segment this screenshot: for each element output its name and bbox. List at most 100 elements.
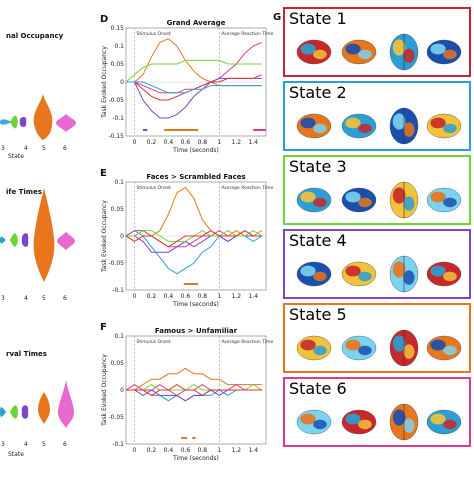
reaction-time-label: Average Reaction Time: [221, 185, 273, 191]
chart-title: Grand Average: [167, 19, 226, 27]
violin-state-4b: [21, 405, 29, 419]
violin-state-4b: [19, 117, 27, 127]
panel-g: G State 1 State 2 State 3 State 4 State 5 Sta…: [273, 7, 471, 447]
brain-region: [300, 43, 316, 55]
panel-letter-d: D: [100, 14, 108, 25]
tick-4: 4: [24, 441, 28, 448]
brain-region: [345, 265, 361, 277]
violin-state-6: [57, 232, 75, 250]
brain-view-1: [296, 261, 332, 287]
brain-region: [345, 117, 361, 129]
brain-region: [403, 48, 415, 63]
x-tick-label: 1.2: [232, 139, 242, 146]
y-axis-label: Task Evoked Occupancy: [101, 354, 108, 427]
x-tick-label: 0.2: [147, 139, 157, 146]
brain-region: [300, 265, 316, 277]
violin-state-4: [10, 405, 18, 419]
reaction-time-label: Average Reaction Time: [221, 31, 273, 37]
tick-5: 5: [42, 145, 46, 152]
y-axis-label: Task Evoked Occupancy: [101, 46, 108, 119]
x-tick-label: 1.2: [232, 447, 242, 454]
y-tick-label: 0.05: [111, 206, 125, 213]
panel-letter-f: F: [100, 322, 107, 333]
x-tick-label: 0.4: [164, 447, 174, 454]
y-tick-label: 0.1: [114, 179, 124, 186]
violin-state-5: [38, 392, 50, 424]
brain-view-2: [341, 39, 377, 65]
brain-view-1: [296, 335, 332, 361]
x-tick-label: 0.8: [198, 293, 208, 300]
state-label: State 3: [289, 157, 347, 176]
brain-view-4: [426, 187, 462, 213]
brain-region: [313, 419, 327, 430]
brain-region: [313, 123, 327, 134]
y-tick-label: -0.15: [108, 133, 124, 140]
brain-region: [358, 197, 372, 208]
brain-view-1: [296, 113, 332, 139]
brain-region: [358, 271, 372, 282]
brain-view-2: [341, 335, 377, 361]
brain-region: [300, 339, 316, 351]
series-line-6: [126, 384, 262, 396]
brain-region: [392, 113, 406, 130]
brain-region: [443, 271, 457, 282]
brain-region: [345, 191, 361, 203]
violin-state-3: [0, 119, 12, 125]
x-tick-label: 0.2: [147, 293, 157, 300]
series-line-6: [125, 230, 262, 248]
violins-interval-times: [0, 380, 74, 428]
x-tick-label: 1: [217, 293, 221, 300]
series-line-1: [126, 186, 263, 237]
x-tick-label: 1.4: [248, 447, 258, 454]
series-line-4: [126, 77, 262, 119]
stimulus-onset-label: Stimulus Onset: [136, 185, 170, 191]
brain-region: [443, 345, 457, 356]
violin-state-3: [0, 407, 6, 417]
tick-4: 4: [24, 145, 28, 152]
x-tick-label: 1.4: [248, 139, 258, 146]
x-tick-label: 0.6: [181, 293, 191, 300]
violin-state-6: [58, 380, 74, 428]
brain-region: [345, 339, 361, 351]
series-line-3: [126, 235, 262, 253]
brain-region: [403, 196, 415, 211]
left-column: nal Occupancy ife Times rval Times 3 4 5…: [0, 32, 76, 458]
y-tick-label: 0.1: [114, 333, 124, 340]
brain-region: [358, 345, 372, 356]
state-label: State 4: [289, 231, 347, 250]
y-tick-label: 0: [120, 79, 124, 86]
state-label: State 2: [289, 83, 347, 102]
y-tick-label: 0.1: [114, 43, 124, 50]
brain-view-4: [426, 409, 462, 435]
brain-region: [358, 49, 372, 60]
axis-lifetimes: 3 4 5 6: [1, 295, 67, 302]
y-tick-label: 0.05: [111, 360, 125, 367]
panel-letter-e: E: [100, 168, 107, 179]
x-tick-label: 1: [217, 139, 221, 146]
x-tick-label: 0.6: [181, 447, 191, 454]
brain-region: [392, 409, 406, 426]
x-tick-label: 0.6: [181, 139, 191, 146]
y-tick-label: -0.05: [108, 260, 124, 267]
tick-6: 6: [63, 295, 67, 302]
y-tick-label: 0: [120, 387, 124, 394]
brain-region: [392, 187, 406, 204]
reaction-time-label: Average Reaction Time: [221, 339, 273, 345]
xlabel-state: State: [8, 451, 24, 458]
axis-occupancy: 3 4 5 6 State: [1, 145, 67, 160]
state-label: State 1: [289, 9, 347, 28]
chart-title: Faces > Scrambled Faces: [146, 173, 245, 181]
state-box-4: State 4: [283, 229, 471, 299]
brain-region: [313, 271, 327, 282]
state-label: State 5: [289, 305, 347, 324]
brain-view-4: [426, 261, 462, 287]
brain-region: [300, 413, 316, 425]
stimulus-onset-label: Stimulus Onset: [136, 31, 170, 37]
brain-region: [443, 419, 457, 430]
violin-state-5: [33, 94, 53, 140]
axis-interval-times: 3 4 5 6 State: [1, 441, 67, 458]
x-tick-label: 0: [133, 139, 137, 146]
stimulus-onset-label: Stimulus Onset: [136, 339, 170, 345]
brain-region: [345, 43, 361, 55]
